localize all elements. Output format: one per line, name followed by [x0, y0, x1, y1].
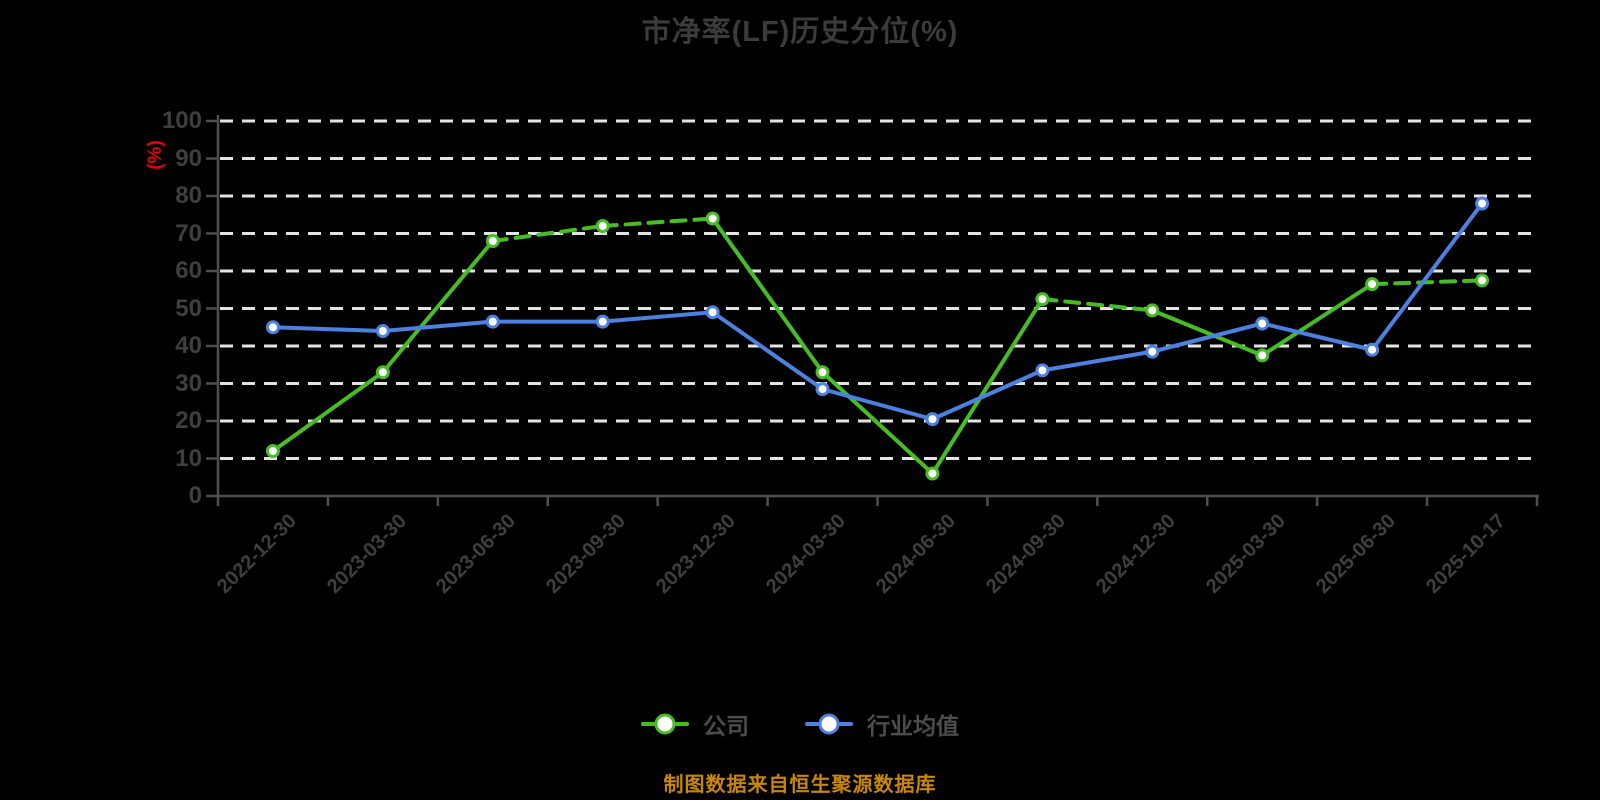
- company-data-point[interactable]: [1365, 277, 1380, 292]
- company-series-line-segment: [270, 370, 385, 453]
- industry-average-series-line-segment: [270, 325, 385, 333]
- company-data-point[interactable]: [595, 219, 610, 233]
- industry-average-data-point[interactable]: [375, 324, 390, 338]
- company-data-point[interactable]: [815, 365, 830, 380]
- industry-average-series-line-segment: [380, 319, 495, 333]
- y-tick-label-70: 70: [175, 219, 202, 247]
- industry-average-data-point[interactable]: [485, 314, 500, 329]
- chart-legend: 公司 行业均值: [0, 707, 1600, 741]
- industry-average-data-point[interactable]: [1035, 363, 1050, 378]
- industry-average-data-point[interactable]: [705, 305, 720, 320]
- industry-average-legend-label: 行业均值: [867, 713, 959, 739]
- industry-average-legend-marker: [805, 713, 853, 735]
- legend-item-company[interactable]: 公司: [641, 707, 749, 741]
- industry-average-series-line-segment: [710, 310, 825, 392]
- legend-item-industry-average[interactable]: 行业均值: [805, 707, 959, 741]
- company-series-line-segment: [930, 297, 1045, 476]
- company-series-line-segment: [1040, 297, 1155, 313]
- company-series-line-segment: [380, 239, 495, 375]
- company-data-point[interactable]: [375, 365, 390, 380]
- industry-average-data-point[interactable]: [1475, 196, 1490, 211]
- company-series-line-segment: [600, 216, 715, 228]
- company-data-point[interactable]: [1475, 273, 1490, 288]
- company-data-point[interactable]: [1255, 348, 1270, 363]
- y-tick-label-30: 30: [175, 369, 202, 397]
- company-legend-label: 公司: [703, 713, 749, 739]
- y-tick-label-20: 20: [175, 407, 202, 434]
- industry-average-series-line-segment: [820, 387, 935, 422]
- company-series-line-segment: [490, 224, 605, 243]
- industry-average-data-point[interactable]: [925, 412, 940, 427]
- y-tick-label-10: 10: [175, 444, 202, 472]
- industry-average-series-line-segment: [1260, 321, 1375, 352]
- company-series-line-segment: [1370, 278, 1485, 287]
- industry-average-data-point[interactable]: [1145, 344, 1160, 359]
- company-data-point[interactable]: [265, 444, 280, 458]
- company-data-point[interactable]: [485, 234, 500, 248]
- y-tick-label-50: 50: [175, 294, 202, 322]
- industry-average-series-line-segment: [930, 368, 1045, 422]
- company-series-line-segment: [820, 370, 935, 476]
- industry-average-series-line-segment: [1150, 321, 1265, 354]
- industry-average-data-point[interactable]: [265, 320, 280, 335]
- company-data-point[interactable]: [1035, 292, 1050, 307]
- data-source-note: 制图数据来自恒生聚源数据库: [663, 774, 937, 796]
- industry-average-data-point[interactable]: [1255, 316, 1270, 331]
- company-series-line-segment: [1150, 308, 1265, 358]
- y-tick-label-0: 0: [188, 482, 202, 509]
- y-tick-label-100: 100: [161, 107, 202, 134]
- y-tick-label-90: 90: [175, 144, 202, 172]
- company-data-point[interactable]: [1145, 303, 1160, 318]
- company-data-point[interactable]: [925, 466, 940, 481]
- chart-title: 市净率(LF)历史分位(%): [641, 16, 959, 48]
- industry-average-data-point[interactable]: [1365, 342, 1380, 357]
- industry-average-data-point[interactable]: [815, 382, 830, 397]
- y-tick-label-80: 80: [175, 182, 202, 209]
- company-series-line-segment: [1260, 282, 1375, 358]
- industry-average-series-line-segment: [600, 310, 715, 324]
- industry-average-data-point[interactable]: [595, 314, 610, 329]
- company-legend-marker: [641, 713, 689, 735]
- company-series-line-segment: [710, 216, 825, 375]
- y-tick-label-40: 40: [175, 332, 202, 359]
- company-data-point[interactable]: [705, 211, 720, 226]
- industry-average-series-line-segment: [1370, 201, 1485, 352]
- y-tick-label-60: 60: [175, 257, 202, 284]
- industry-average-series-line-segment: [1040, 349, 1155, 373]
